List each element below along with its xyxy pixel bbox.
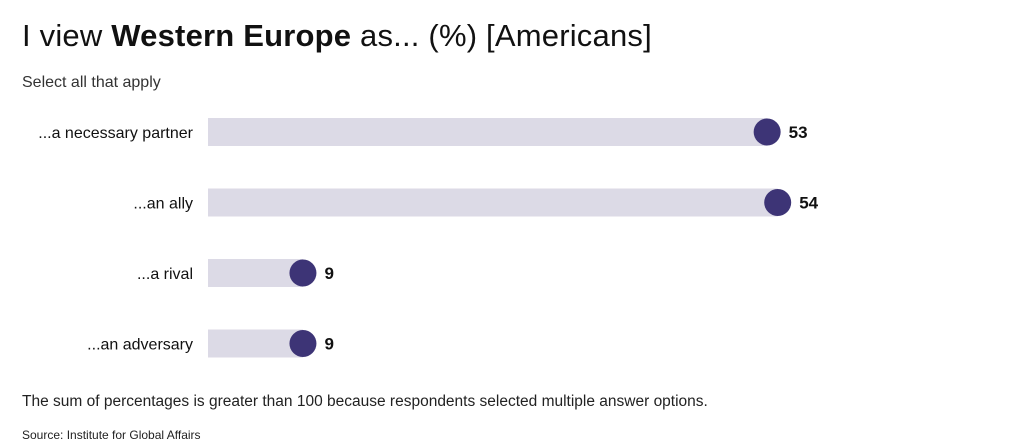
value-dot (289, 330, 317, 357)
lollipop-chart: ...a necessary partner 53 ...an ally 54 ...a… (38, 118, 819, 358)
chart-title: I view Western Europe as... (%) [America… (22, 18, 652, 54)
category-label: ...an adversary (87, 337, 193, 354)
value-label: 53 (789, 123, 808, 142)
bar-track (208, 259, 303, 287)
title-suffix: as... (%) [Americans] (351, 18, 652, 53)
value-dot (289, 259, 317, 287)
category-label: ...an ally (133, 196, 193, 213)
value-dot (764, 189, 792, 216)
bar-track (208, 118, 768, 146)
title-prefix: I view (22, 18, 112, 53)
chart-subtitle: Select all that apply (22, 74, 161, 91)
value-label: 54 (799, 194, 818, 213)
category-label: ...a necessary partner (38, 125, 193, 142)
value-label: 9 (324, 264, 333, 283)
bar-track (208, 329, 303, 358)
value-dot (753, 118, 781, 146)
footnote: The sum of percentages is greater than 1… (22, 393, 708, 410)
source-note: Source: Institute for Global Affairs (22, 428, 201, 442)
title-bold: Western Europe (111, 18, 352, 53)
bar-track (208, 188, 778, 217)
value-label: 9 (324, 335, 333, 354)
category-label: ...a rival (137, 266, 193, 283)
